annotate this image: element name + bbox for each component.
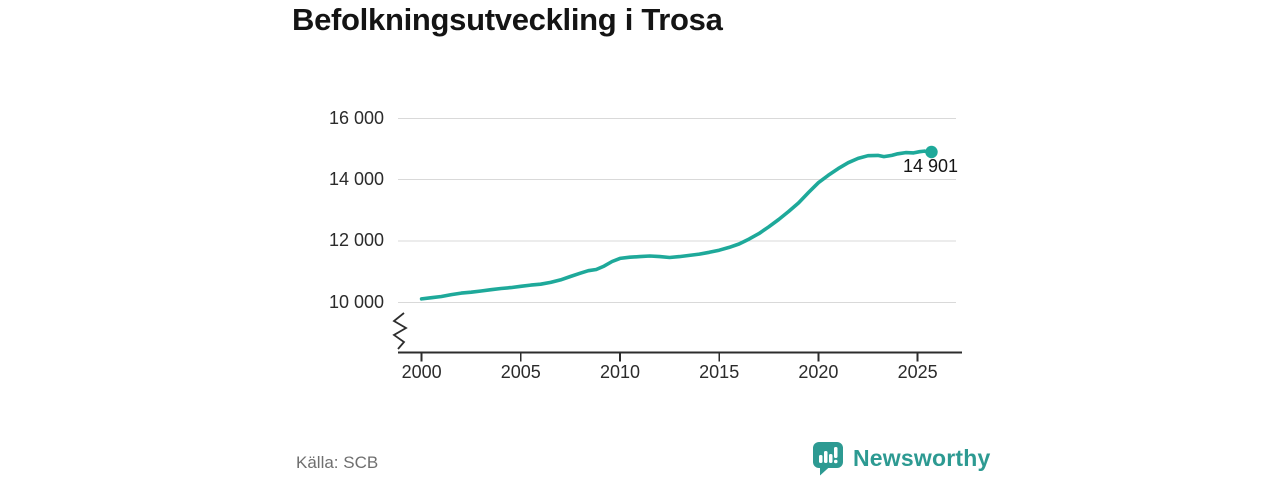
- x-tick-label: 2005: [500, 362, 541, 382]
- endpoint-value-label: 14 901: [902, 156, 958, 176]
- x-tick-label: 2025: [897, 362, 938, 382]
- x-tick-label: 2000: [401, 362, 442, 382]
- y-tick-label: 16 000: [328, 107, 384, 128]
- chart-title: Befolkningsutveckling i Trosa: [292, 2, 723, 37]
- endpoint-dot: [925, 145, 938, 159]
- newsworthy-logo: Newsworthy: [811, 440, 990, 477]
- y-axis-break-icon: [392, 312, 408, 350]
- population-line: [419, 149, 934, 301]
- y-tick-label: 12 000: [328, 230, 384, 251]
- x-tick-label: 2010: [599, 362, 641, 382]
- y-tick-label: 10 000: [328, 291, 384, 312]
- x-tick-label: 2015: [699, 362, 740, 382]
- newsworthy-logo-text: Newsworthy: [853, 445, 991, 471]
- source-note: Källa: SCB: [296, 453, 379, 472]
- x-tick-label: 2020: [798, 362, 839, 382]
- newsworthy-logo-icon: [813, 442, 843, 476]
- y-tick-label: 14 000: [328, 169, 384, 190]
